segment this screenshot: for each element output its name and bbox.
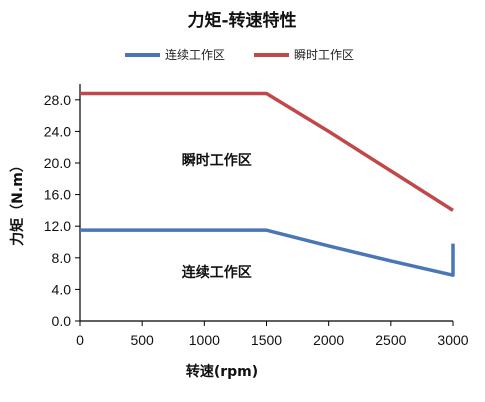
y-tick-label-6: 24.0 — [44, 123, 71, 139]
x-axis-title: 转速(rpm) — [186, 363, 258, 380]
series-line-1 — [80, 91, 454, 212]
y-tick-label-7: 28.0 — [44, 92, 71, 108]
chart-title: 力矩-转速特性 — [187, 10, 296, 31]
x-tick-label-3: 1500 — [251, 332, 282, 348]
x-tick-label-4: 2000 — [313, 332, 344, 348]
y-tick-label-3: 12.0 — [44, 218, 71, 234]
series-line-0 — [80, 228, 455, 277]
x-tick-label-2: 1000 — [189, 332, 220, 348]
legend: 连续工作区 瞬时工作区 — [125, 47, 354, 62]
y-tick-label-0: 0.0 — [52, 313, 72, 329]
y-axis-title: 力矩（N.m） — [9, 158, 26, 246]
annotation-continuous-region: 连续工作区 — [182, 264, 252, 281]
legend-label-instantaneous: 瞬时工作区 — [294, 48, 354, 62]
annotation-instantaneous-region: 瞬时工作区 — [182, 152, 252, 169]
x-tick-label-0: 0 — [76, 332, 84, 348]
plot-area: 0.0 4.0 8.0 12.0 16.0 20.0 24.0 28.0 0 500 1000 150… — [44, 84, 469, 348]
y-tick-label-4: 16.0 — [44, 187, 71, 203]
x-tick-label-5: 2500 — [375, 332, 406, 348]
x-tick-label-6: 3000 — [437, 332, 468, 348]
legend-label-continuous: 连续工作区 — [165, 47, 225, 62]
y-tick-label-1: 4.0 — [52, 281, 72, 297]
x-tick-label-1: 500 — [130, 332, 154, 348]
y-tick-label-5: 20.0 — [44, 155, 71, 171]
y-tick-label-2: 8.0 — [52, 250, 72, 266]
